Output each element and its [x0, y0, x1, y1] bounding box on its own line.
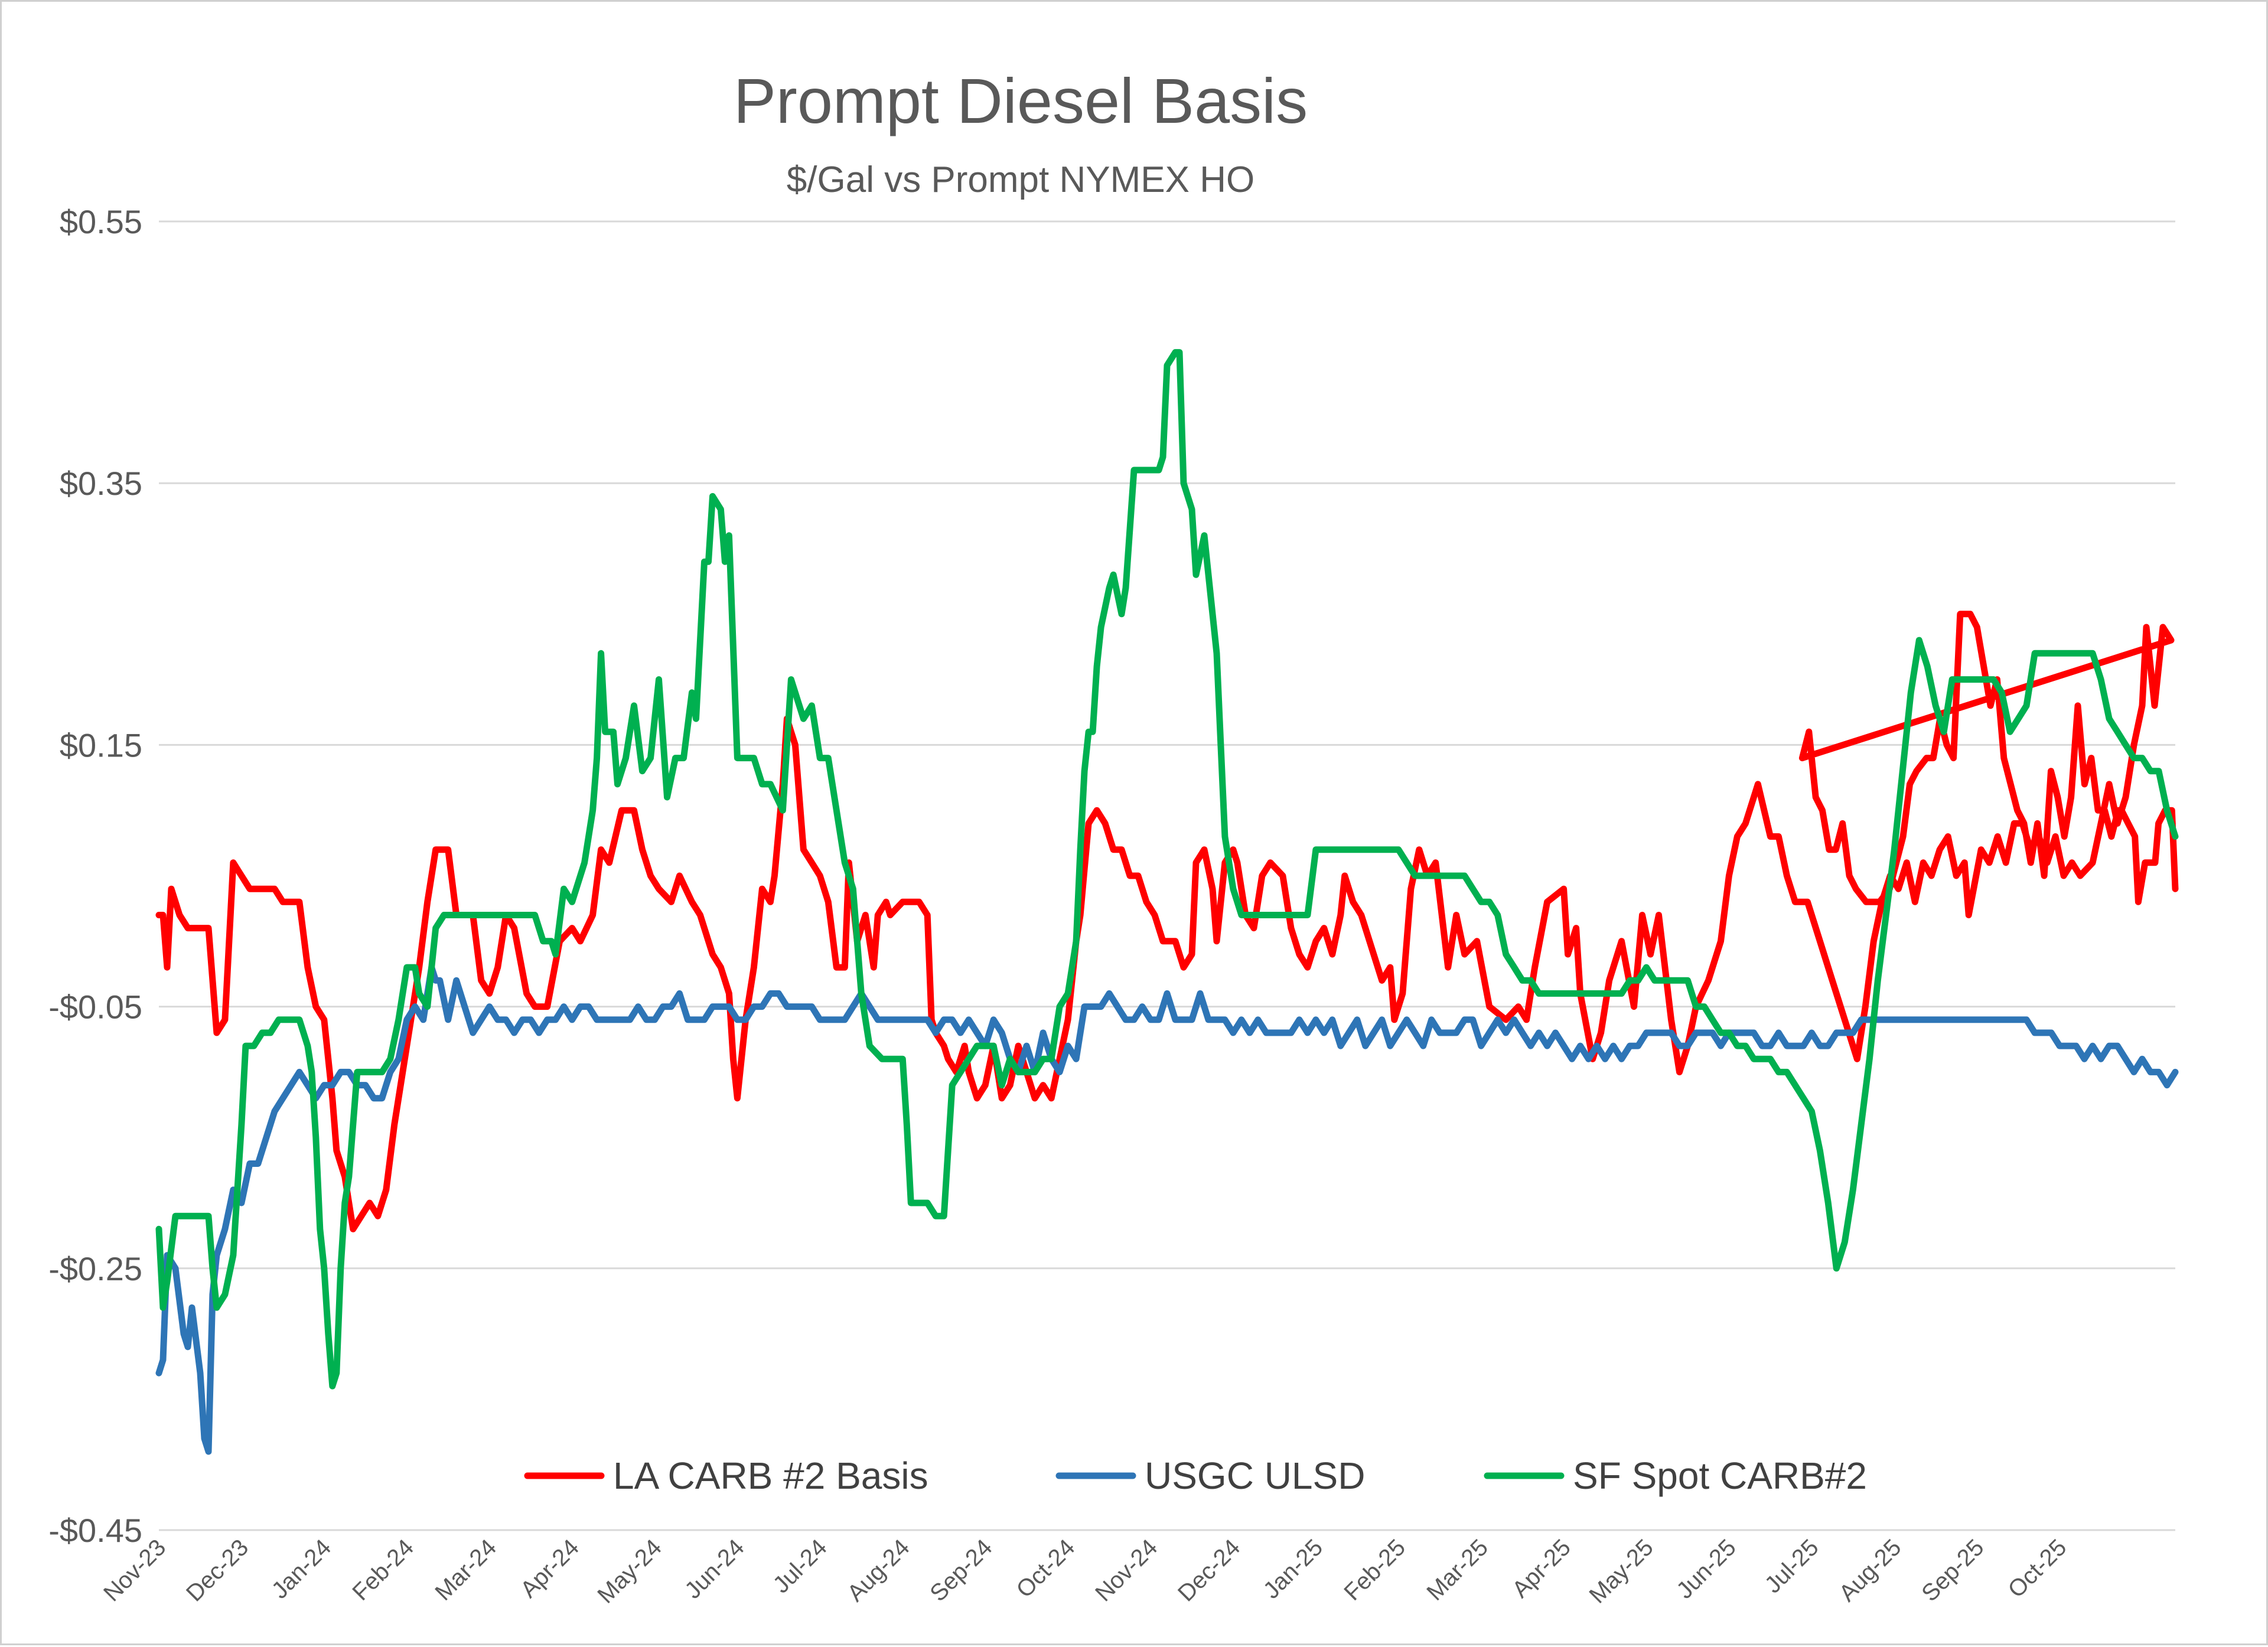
y-tick-label: $0.55: [60, 203, 142, 240]
x-tick-label: Jan-25: [1259, 1534, 1328, 1604]
x-tick-label: Jul-24: [768, 1534, 832, 1598]
series-line-usgc-ulsd: [155, 964, 2179, 1455]
x-tick-label: Sep-24: [925, 1534, 997, 1606]
x-tick-label: Dec-23: [181, 1534, 253, 1606]
legend-label-sf-spot-carb-2: SF Spot CARB#2: [1573, 1454, 1867, 1497]
x-tick-label: Jul-25: [1760, 1534, 1824, 1598]
y-tick-label: -$0.25: [48, 1250, 142, 1287]
x-tick-label: Jun-25: [1671, 1534, 1741, 1604]
x-tick-label: Mar-24: [430, 1534, 501, 1606]
x-tick-label: Feb-25: [1339, 1534, 1410, 1606]
legend-label-la-carb-2-basis: LA CARB #2 Basis: [613, 1454, 928, 1497]
legend: LA CARB #2 Basis USGC ULSD SF Spot CARB#2: [524, 1454, 1867, 1497]
series-line-sf-spot-carb-2: [155, 349, 2179, 1390]
series-lines: [155, 349, 2179, 1455]
x-tick-label: Dec-24: [1173, 1534, 1245, 1606]
x-tick-label: May-25: [1584, 1534, 1658, 1608]
x-tick-label: Mar-25: [1422, 1534, 1493, 1606]
gridlines: [159, 220, 2175, 1531]
x-tick-label: Jun-24: [680, 1534, 750, 1604]
x-tick-label: Sep-25: [1917, 1534, 1989, 1606]
x-tick-label: Aug-25: [1834, 1534, 1906, 1606]
y-axis-tick-labels: $0.55 $0.35 $0.15 -$0.05 -$0.25 -$0.45: [48, 203, 142, 1549]
x-tick-label: Oct-24: [1011, 1534, 1080, 1603]
chart-title: Prompt Diesel Basis: [734, 65, 1308, 136]
x-tick-label: Apr-24: [516, 1534, 584, 1603]
y-tick-label: -$0.05: [48, 989, 142, 1026]
x-tick-label: May-24: [592, 1534, 666, 1608]
y-tick-label: -$0.45: [48, 1512, 142, 1549]
series-line-la-carb-2-basis: [155, 611, 2179, 1232]
y-tick-label: $0.35: [60, 465, 142, 502]
x-tick-label: Feb-24: [347, 1534, 419, 1606]
x-tick-label: Jan-24: [267, 1534, 337, 1604]
x-axis-tick-labels: Nov-23 Dec-23 Jan-24 Feb-24 Mar-24 Apr-24 May-…: [99, 1534, 2071, 1608]
x-tick-label: Nov-24: [1090, 1534, 1162, 1606]
x-tick-label: Oct-25: [2003, 1534, 2071, 1603]
legend-label-usgc-ulsd: USGC ULSD: [1145, 1454, 1365, 1497]
chart-subtitle: $/Gal vs Prompt NYMEX HO: [787, 159, 1254, 200]
x-tick-label: Apr-25: [1507, 1534, 1576, 1603]
x-tick-label: Aug-24: [842, 1534, 914, 1606]
y-tick-label: $0.15: [60, 726, 142, 764]
